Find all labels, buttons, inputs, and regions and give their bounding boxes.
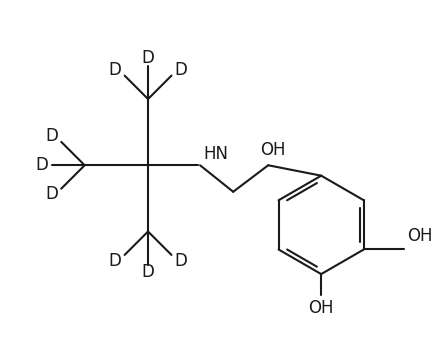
Text: D: D (109, 252, 122, 270)
Text: D: D (36, 156, 49, 174)
Text: OH: OH (309, 299, 334, 317)
Text: OH: OH (408, 227, 433, 245)
Text: D: D (45, 127, 58, 145)
Text: D: D (174, 61, 187, 79)
Text: D: D (141, 49, 155, 67)
Text: OH: OH (260, 141, 286, 159)
Text: HN: HN (203, 145, 228, 163)
Text: D: D (141, 263, 155, 281)
Text: D: D (174, 252, 187, 270)
Text: D: D (109, 61, 122, 79)
Text: D: D (45, 185, 58, 203)
